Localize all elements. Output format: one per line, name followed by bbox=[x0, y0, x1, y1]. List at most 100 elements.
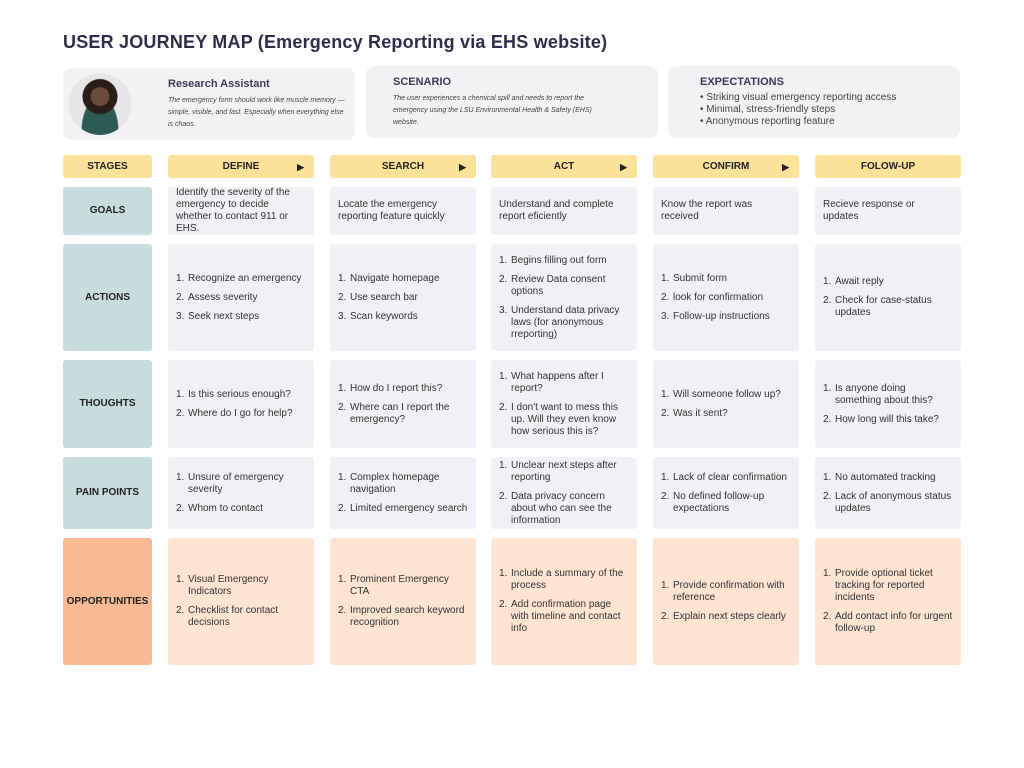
item-text: Lack of clear confirmation bbox=[673, 471, 787, 483]
item-number: 3. bbox=[499, 304, 508, 316]
list-item: 1. Navigate homepage bbox=[338, 273, 468, 285]
journey-cell: 1. Complex homepage navigation 2. Limited e… bbox=[330, 457, 476, 529]
item-number: 2. bbox=[661, 611, 670, 622]
list-item: 2. Was it sent? bbox=[661, 408, 791, 420]
list-item: 3. Scan keywords bbox=[338, 311, 468, 323]
list-item: 3. Follow-up instructions bbox=[661, 311, 791, 323]
list-item: 2. look for confirmation bbox=[661, 292, 791, 304]
list-item: 2. Add confirmation page with timeline an… bbox=[499, 599, 629, 635]
cell-list: 1. Begins filling out form 2. Review Data c… bbox=[499, 248, 629, 348]
cell-text: Identify the severity of the emergency t… bbox=[176, 187, 290, 234]
item-text: No automated tracking bbox=[835, 471, 936, 483]
item-number: 1. bbox=[499, 459, 508, 471]
cell-list: 1. Unclear next steps after reporting 2. Da… bbox=[499, 453, 629, 534]
play-arrow-icon: ▶ bbox=[297, 161, 304, 172]
item-number: 1. bbox=[176, 388, 185, 400]
journey-cell: 1. Is anyone doing something about this? 2… bbox=[815, 360, 961, 448]
item-number: 1. bbox=[176, 471, 185, 483]
item-text: look for confirmation bbox=[673, 291, 764, 303]
cell-list: 1. Provide confirmation with reference 2. E… bbox=[661, 573, 791, 630]
item-number: 2. bbox=[823, 413, 832, 425]
list-item: 1. Include a summary of the process bbox=[499, 568, 629, 592]
stage-confirm: CONFIRM ▶ bbox=[653, 155, 799, 178]
item-number: 1. bbox=[338, 382, 347, 394]
expectation-item: Striking visual emergency reporting acce… bbox=[700, 92, 896, 104]
expectations-heading: EXPECTATIONS bbox=[700, 76, 784, 88]
persona-card: Research Assistant The emergency form sh… bbox=[63, 68, 355, 140]
list-item: 2. Whom to contact bbox=[176, 503, 306, 515]
cell-list: 1. Is anyone doing something about this? 2… bbox=[823, 376, 953, 433]
journey-cell: Locate the emergency reporting feature q… bbox=[330, 187, 476, 235]
list-item: 1. Prominent Emergency CTA bbox=[338, 574, 468, 598]
avatar bbox=[69, 73, 131, 135]
row-label-thoughts: THOUGHTS bbox=[63, 360, 152, 448]
item-number: 1. bbox=[499, 370, 508, 382]
list-item: 2. No defined follow-up expectations bbox=[661, 491, 791, 515]
list-item: 2. Explain next steps clearly bbox=[661, 611, 791, 623]
list-item: 1. Begins filling out form bbox=[499, 255, 629, 267]
item-text: Is anyone doing something about this? bbox=[835, 382, 933, 406]
journey-cell: 1. Will someone follow up? 2. Was it sent? bbox=[653, 360, 799, 448]
stage-define: DEFINE ▶ bbox=[168, 155, 314, 178]
cell-list: 1. Is this serious enough? 2. Where do I go… bbox=[176, 382, 306, 427]
item-number: 1. bbox=[499, 254, 508, 266]
journey-cell: Know the report was received bbox=[653, 187, 799, 235]
item-text: Will someone follow up? bbox=[673, 388, 781, 400]
cell-list: 1. Submit form 2. look for confirmation 3. Fo… bbox=[661, 266, 791, 330]
item-text: Prominent Emergency CTA bbox=[350, 574, 449, 597]
journey-cell: 1. Include a summary of the process 2. Add … bbox=[491, 538, 637, 665]
item-text: Whom to contact bbox=[188, 502, 264, 514]
item-number: 1. bbox=[338, 272, 347, 284]
item-number: 2. bbox=[661, 291, 670, 303]
expectation-item: Anonymous reporting feature bbox=[700, 116, 896, 128]
expectations-card: EXPECTATIONS Striking visual emergency r… bbox=[668, 66, 960, 138]
stage-act: ACT ▶ bbox=[491, 155, 637, 178]
list-item: 2. Check for case-status updates bbox=[823, 295, 953, 319]
journey-cell: 1. Unsure of emergency severity 2. Whom to … bbox=[168, 457, 314, 529]
item-number: 3. bbox=[661, 310, 670, 322]
item-number: 2. bbox=[338, 401, 347, 413]
item-number: 2. bbox=[499, 401, 508, 413]
journey-cell: 1. Is this serious enough? 2. Where do I go… bbox=[168, 360, 314, 448]
item-text: No defined follow-up expectations bbox=[673, 490, 765, 514]
cell-list: 1. Include a summary of the process 2. Add … bbox=[499, 561, 629, 642]
list-item: 1. Unclear next steps after reporting bbox=[499, 460, 629, 484]
item-text: Submit form bbox=[673, 272, 727, 284]
item-number: 2. bbox=[338, 502, 347, 514]
item-text: Include a summary of the process bbox=[511, 568, 624, 591]
item-text: Add contact info for urgent follow-up bbox=[835, 611, 953, 634]
journey-cell: 1. Unclear next steps after reporting 2. Da… bbox=[491, 457, 637, 529]
stage-label: CONFIRM bbox=[702, 160, 750, 172]
item-text: Provide optional ticket tracking for rep… bbox=[835, 568, 933, 603]
cell-list: 1. What happens after I report? 2. I don't … bbox=[499, 364, 629, 445]
item-number: 2. bbox=[661, 407, 670, 419]
item-text: Where do I go for help? bbox=[188, 407, 293, 419]
item-text: Understand data privacy laws (for anonym… bbox=[511, 304, 620, 340]
cell-list: 1. Prominent Emergency CTA 2. Improved sear… bbox=[338, 567, 468, 636]
item-text: Where can I report the emergency? bbox=[350, 401, 450, 425]
item-text: Review Data consent options bbox=[511, 273, 606, 297]
stages-label: STAGES bbox=[63, 155, 152, 178]
journey-cell: 1. Prominent Emergency CTA 2. Improved sear… bbox=[330, 538, 476, 665]
list-item: 1. How do I report this? bbox=[338, 383, 468, 395]
journey-cell: 1. Begins filling out form 2. Review Data c… bbox=[491, 244, 637, 351]
item-number: 1. bbox=[499, 568, 508, 579]
item-number: 2. bbox=[499, 599, 508, 610]
scenario-heading: SCENARIO bbox=[393, 76, 452, 88]
cell-list: 1. Provide optional ticket tracking for r… bbox=[823, 561, 953, 642]
expectation-item: Minimal, stress-friendly steps bbox=[700, 104, 896, 116]
list-item: 2. Where can I report the emergency? bbox=[338, 402, 468, 426]
item-text: What happens after I report? bbox=[511, 370, 604, 394]
list-item: 2. Data privacy concern about who can see… bbox=[499, 491, 629, 527]
item-text: Improved search keyword recognition bbox=[350, 605, 465, 628]
list-item: 1. Visual Emergency Indicators bbox=[176, 574, 306, 598]
item-text: Add confirmation page with timeline and … bbox=[511, 599, 621, 634]
list-item: 1. Complex homepage navigation bbox=[338, 472, 468, 496]
row-label-opportunities: OPPORTUNITIES bbox=[63, 538, 152, 665]
item-text: Is this serious enough? bbox=[188, 388, 291, 400]
item-number: 3. bbox=[338, 310, 347, 322]
item-number: 2. bbox=[176, 605, 185, 616]
stage-label: DEFINE bbox=[222, 160, 260, 172]
list-item: 2. Limited emergency search bbox=[338, 503, 468, 515]
list-item: 1. Await reply bbox=[823, 276, 953, 288]
